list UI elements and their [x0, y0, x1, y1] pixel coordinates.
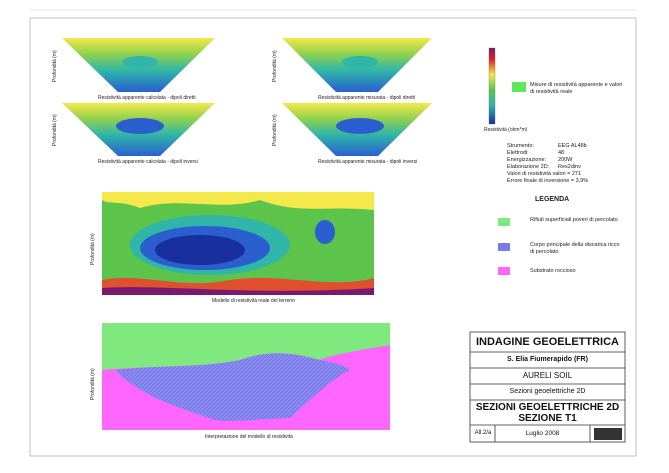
caption: Interpretazione del modello di resistivi…	[205, 434, 293, 440]
scale-label: Resistività (ohm*m)	[484, 127, 528, 133]
color-scale	[488, 47, 496, 125]
tb-client: AURELI SOIL	[522, 371, 573, 380]
panels	[62, 38, 432, 156]
axis-label: Profondità (m)	[90, 368, 96, 400]
tb-subject: Sezioni geoelettriche 2D	[509, 388, 586, 395]
axis-label: Profondità (m)	[272, 114, 278, 146]
interpretation	[102, 323, 390, 430]
legend-swatch	[498, 267, 510, 275]
caption: Resistività apparente calcolata - dipoli…	[98, 95, 196, 101]
legend-item: Rifiuti superficiali poveri di percolato	[530, 217, 618, 223]
note: Valori di resistività valori = 271	[507, 171, 582, 177]
caption: Resistività apparente misurata - dipoli …	[318, 159, 418, 165]
tb-heading: SEZIONI GEOELETTRICHE 2D	[475, 402, 620, 413]
legend-swatch	[498, 243, 510, 251]
tb-annex: All.2/a	[474, 430, 492, 436]
caption: Modello di resistività reale del terreno	[212, 298, 295, 304]
axis-label: Profondità (m)	[52, 50, 58, 82]
param-label: Elaborazione 2D:	[507, 164, 550, 170]
tb-location: S. Elia Fiumerapido (FR)	[507, 356, 588, 363]
axis-label: Profondità (m)	[272, 50, 278, 82]
resistivity-model	[102, 192, 374, 295]
param-label: Energizzazione:	[507, 157, 547, 163]
legend-item: Substrato roccioso	[530, 268, 576, 274]
axis-label: Profondità (m)	[52, 114, 58, 146]
title-block	[469, 331, 626, 443]
tb-date: Luglio 2008	[525, 430, 560, 437]
param-value: EEG AL48b	[558, 143, 587, 149]
sheet-border	[29, 17, 637, 457]
legend-swatch	[498, 218, 510, 226]
tb-title: INDAGINE GEOELETTRICA	[475, 336, 619, 348]
caption: Resistività apparente misurata - dipoli …	[318, 95, 415, 101]
note: Errore finale di inversione = 3,9%	[507, 178, 589, 184]
legend-swatch	[512, 82, 526, 92]
tb-section: SEZIONE T1	[518, 413, 577, 424]
param-value: Res2dinv	[558, 164, 581, 170]
legend-item: Corpo principale della discarica ricco d…	[530, 242, 620, 255]
caption: Resistività apparente calcolata - dipoli…	[98, 159, 198, 165]
logo	[594, 428, 622, 440]
param-value: 48	[558, 150, 565, 156]
param-label: Elettrodi:	[507, 150, 529, 156]
param-label: Strumento:	[507, 143, 534, 149]
legend-title: LEGENDA	[535, 196, 570, 203]
data-legend: Misure di resistività apparente e valori…	[530, 82, 623, 95]
param-value: 200W	[558, 157, 573, 163]
axis-label: Profondità (m)	[90, 233, 96, 265]
